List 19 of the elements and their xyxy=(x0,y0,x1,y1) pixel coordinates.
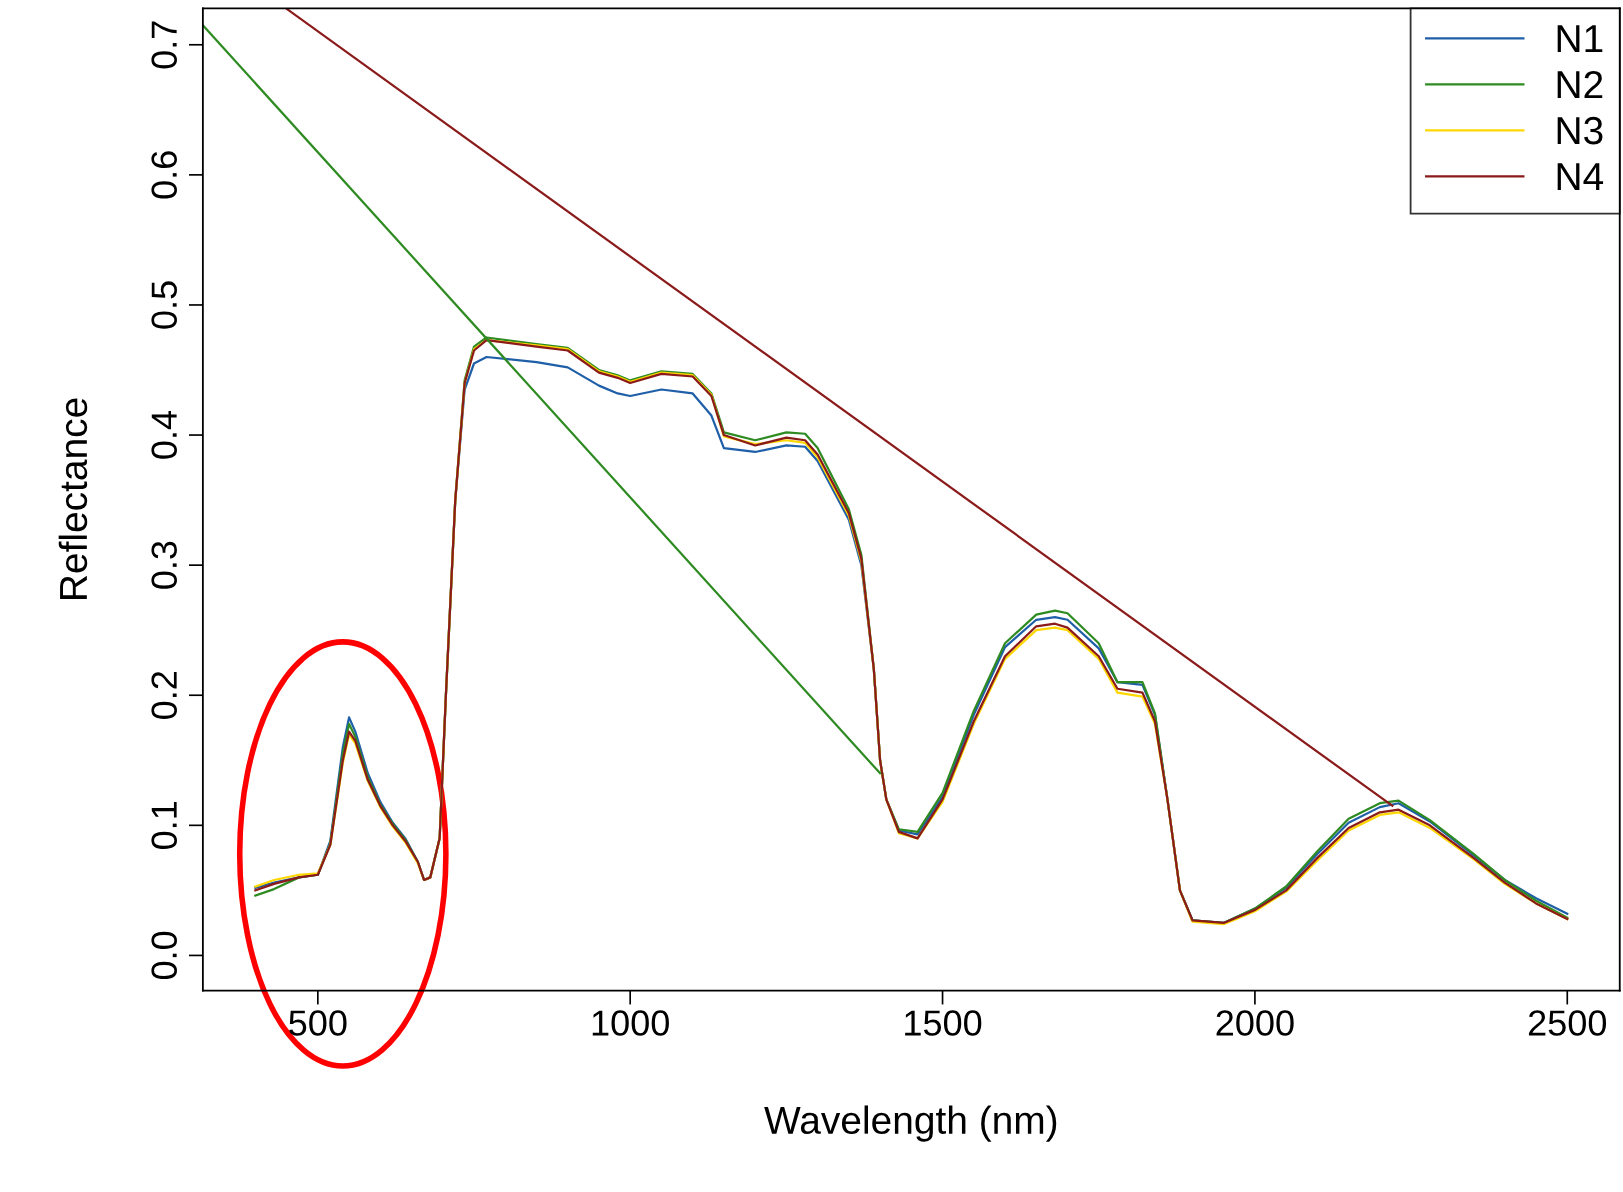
legend-label: N1 xyxy=(1557,25,1603,53)
y-tick-label: 0.0 xyxy=(151,931,177,980)
legend-label: N2 xyxy=(1557,70,1603,99)
y-tick-label: 0.1 xyxy=(151,801,177,850)
y-tick-label: 0.5 xyxy=(151,281,177,329)
x-tick-label: 2500 xyxy=(1528,1010,1607,1036)
y-axis-title: Reflectance xyxy=(58,398,88,599)
x-tick-label: 1500 xyxy=(905,1010,982,1036)
legend-label: N3 xyxy=(1557,116,1603,145)
y-tick-label: 0.4 xyxy=(151,411,177,459)
x-tick-label: 500 xyxy=(289,1010,347,1036)
x-tick-label: 1000 xyxy=(592,1010,669,1036)
y-tick-label: 0.2 xyxy=(151,671,177,719)
y-tick-label: 0.7 xyxy=(151,21,177,69)
x-axis-title: Wavelength (nm) xyxy=(764,1105,1057,1142)
y-tick-label: 0.3 xyxy=(151,541,177,589)
legend-label: N4 xyxy=(1557,163,1604,190)
x-tick-label: 2000 xyxy=(1216,1010,1294,1036)
y-tick-label: 0.6 xyxy=(151,151,177,199)
